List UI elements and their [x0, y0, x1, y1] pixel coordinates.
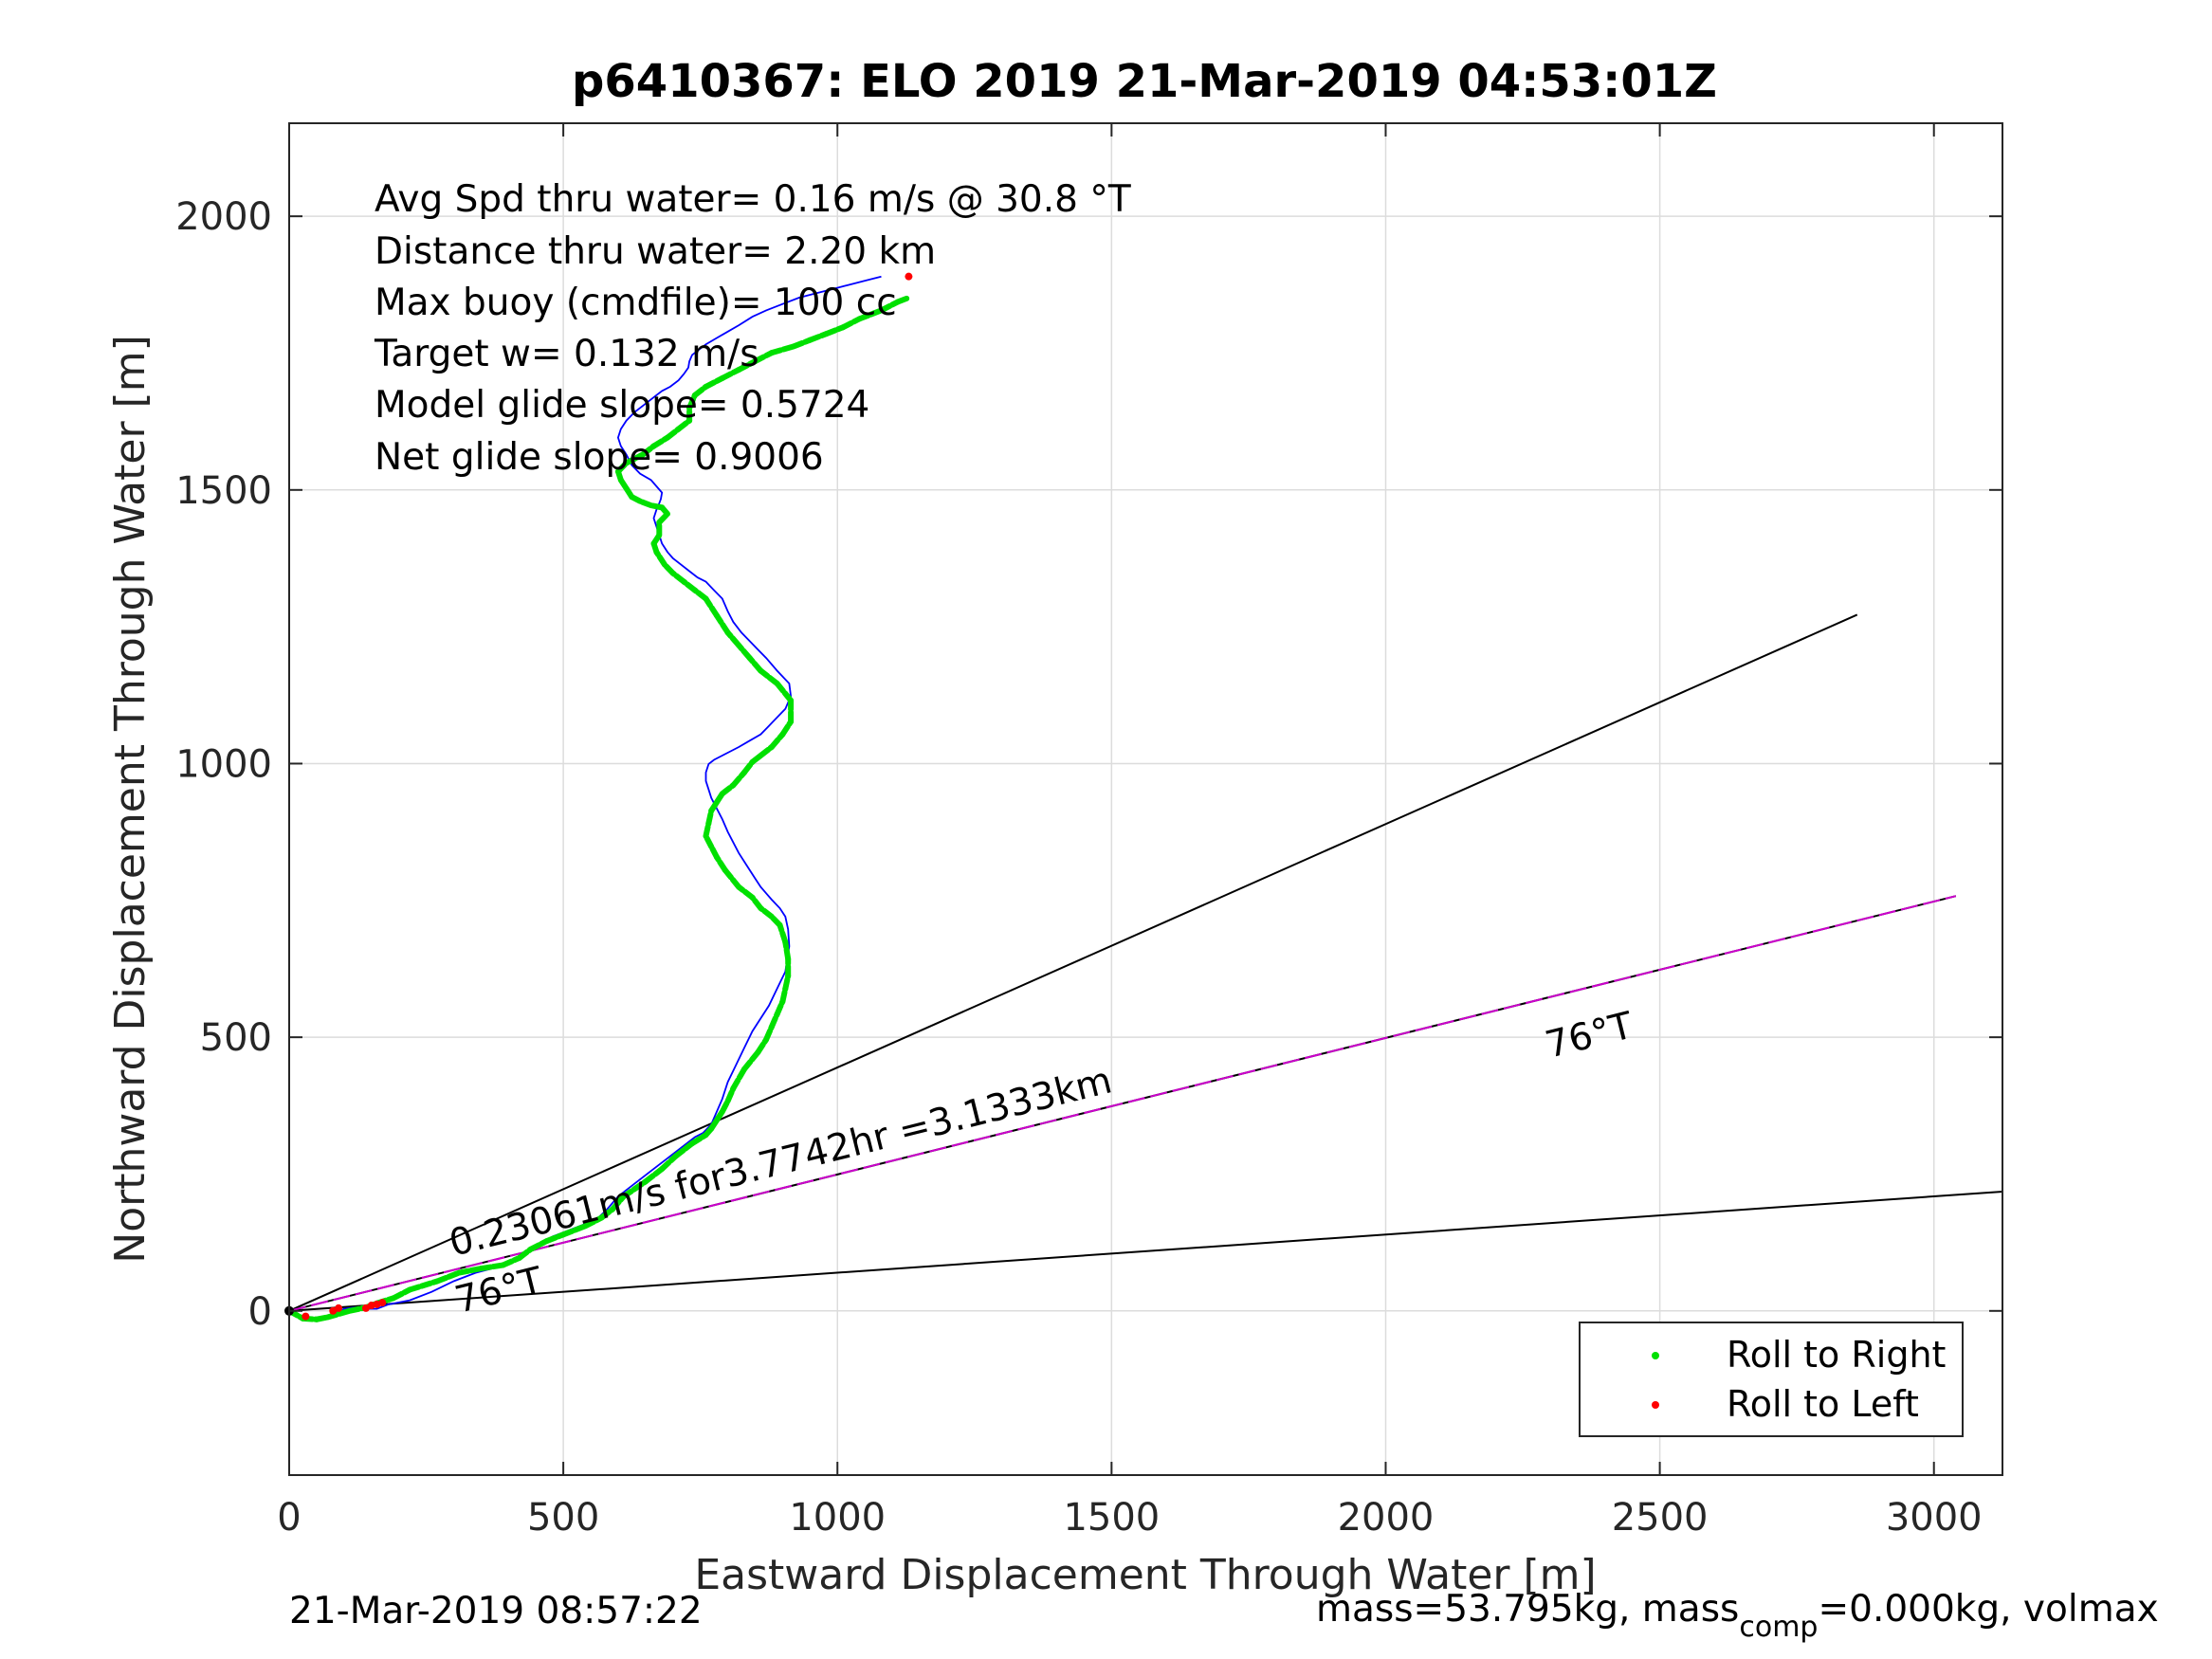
roll-right-segment [823, 324, 847, 337]
legend-marker-roll-left [1652, 1401, 1659, 1409]
roll-right-segment [856, 307, 885, 322]
stats-line-distance: Distance thru water= 2.20 km [375, 230, 936, 273]
x-tick-label: 1500 [1063, 1496, 1160, 1540]
footer-mass-info: mass=53.795kg, masscomp=0.000kg, volmax [1316, 1588, 2159, 1644]
roll-right-segment [790, 337, 814, 350]
roll-right-segment [560, 1223, 589, 1238]
roll-right-segment [736, 358, 759, 374]
stats-line-net-glide: Net glide slope= 0.9006 [375, 436, 824, 479]
chart-title: p6410367: ELO 2019 21-Mar-2019 04:53:01Z [572, 55, 1717, 108]
footer-mass-prefix: mass=53.795kg, mass [1316, 1588, 1739, 1631]
footer-mass-sub: comp [1739, 1611, 1818, 1644]
roll-right-segment [730, 1066, 747, 1092]
roll-right-segment [736, 884, 756, 901]
roll-right-segment [758, 667, 780, 686]
grid-lines [288, 123, 2002, 1475]
roll-right-segment [390, 1286, 413, 1302]
roll-right-markers [286, 295, 912, 1322]
stats-line-target-w: Target w= 0.132 m/s [374, 333, 759, 375]
legend-label-roll-left: Roll to Left [1727, 1383, 1919, 1425]
roll-right-segment [714, 612, 731, 636]
stats-line-avg-speed: Avg Spd thru water= 0.16 m/s @ 30.8 °T [375, 178, 1131, 221]
x-tick-label: 1000 [789, 1496, 886, 1540]
legend-label-roll-right: Roll to Right [1727, 1334, 1946, 1376]
roll-right-segment [620, 1178, 649, 1200]
legend-box [1579, 1322, 1964, 1437]
roll-right-segment [740, 1049, 761, 1072]
footer-timestamp: 21-Mar-2019 08:57:22 [289, 1590, 703, 1632]
y-axis-label: Northward Displacement Through Water [m] [106, 335, 155, 1263]
roll-right-segment [703, 374, 725, 390]
roll-right-segment [894, 295, 912, 305]
y-tick-label: 0 [248, 1290, 272, 1334]
roll-right-segment [434, 1269, 463, 1285]
roll-right-segment [543, 1231, 567, 1245]
roll-right-segment [722, 866, 742, 890]
roll-right-segment [672, 1140, 696, 1159]
roll-right-segment [807, 331, 830, 343]
expected-track-line [288, 895, 1957, 1312]
roll-right-segment [840, 316, 863, 331]
legend: Roll to Right Roll to Left [1579, 1322, 1964, 1437]
y-axis-ticks: 0 500 1000 1500 2000 [175, 195, 2002, 1334]
roll-right-segment [719, 367, 742, 381]
roll-left-point [905, 272, 913, 281]
roll-right-segment [703, 595, 721, 619]
reference-line-bearing_lower [288, 1190, 2003, 1312]
roll-right-segment [659, 1153, 679, 1172]
x-tick-label: 3000 [1886, 1496, 1983, 1540]
roll-right-segment [456, 1266, 484, 1276]
roll-right-segment [407, 1278, 441, 1293]
y-tick-label: 500 [200, 1016, 272, 1060]
roll-right-segment [777, 921, 789, 945]
roll-left-markers [284, 272, 913, 1321]
x-tick-label: 500 [527, 1496, 599, 1540]
roll-left-point [378, 1299, 387, 1307]
legend-marker-roll-right [1652, 1352, 1659, 1359]
roll-right-segment [623, 451, 646, 466]
x-tick-label: 2000 [1338, 1496, 1435, 1540]
roll-right-segment [782, 939, 792, 962]
roll-right-segment [527, 1238, 550, 1252]
x-axis-label: Eastward Displacement Through Water [m] [694, 1551, 1596, 1599]
stats-line-model-glide: Model glide slope= 0.5724 [375, 384, 869, 427]
plot-frame [288, 122, 2003, 1476]
roll-left-point [335, 1304, 343, 1312]
roll-right-segment [774, 680, 795, 703]
roll-right-segment [478, 1262, 506, 1272]
roll-right-segment [768, 343, 796, 356]
roll-left-point [302, 1312, 310, 1321]
y-tick-label: 2000 [175, 195, 272, 239]
roll-right-segment [752, 350, 775, 365]
reference-line-bearing_upper [288, 613, 1858, 1312]
roll-right-segment [582, 1214, 605, 1230]
x-tick-label: 0 [277, 1496, 301, 1540]
y-tick-label: 1000 [175, 742, 272, 786]
stats-line-max-buoy: Max buoy (cmdfile)= 100 cc [375, 282, 897, 324]
reference-lines [288, 613, 2003, 1312]
roll-right-segment [642, 1165, 666, 1185]
footer-mass-suffix: =0.000kg, volmax [1818, 1588, 2158, 1631]
roll-right-segment [324, 1307, 353, 1321]
x-axis-ticks: 0 500 1000 1500 2000 2500 3000 [277, 123, 1983, 1540]
y-tick-label: 1500 [175, 469, 272, 513]
roll-right-segment [878, 299, 901, 314]
stats-block: Avg Spd thru water= 0.16 m/s @ 30.8 °T D… [374, 178, 1131, 479]
x-tick-label: 2500 [1612, 1496, 1709, 1540]
roll-right-segment [500, 1254, 522, 1268]
